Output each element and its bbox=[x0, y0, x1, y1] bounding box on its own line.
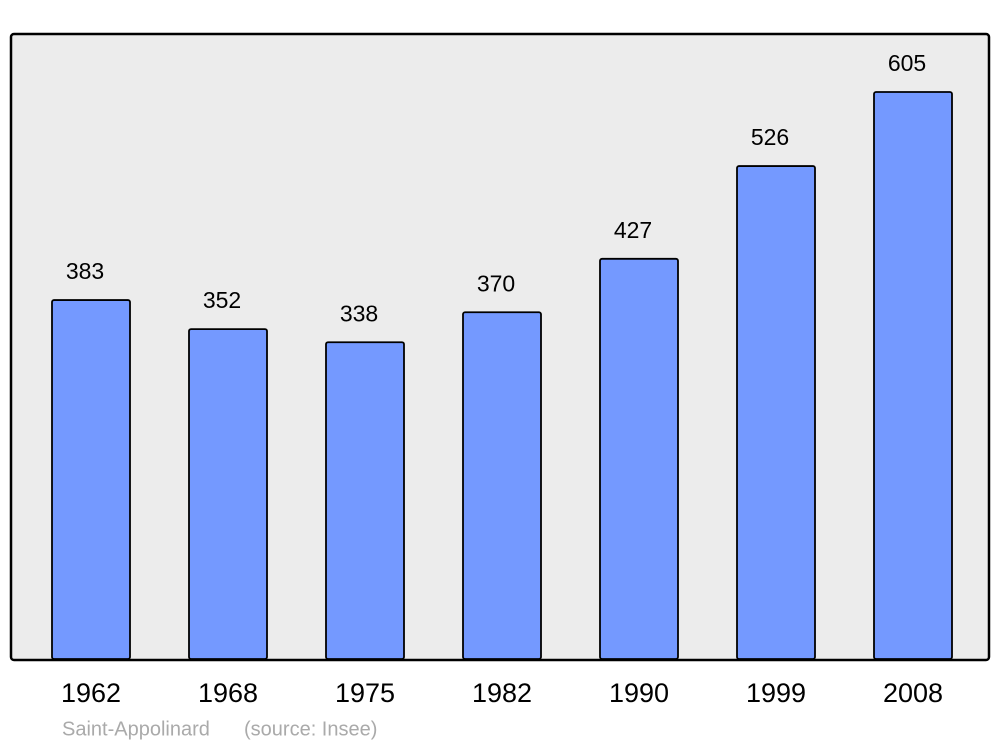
value-label: 526 bbox=[751, 124, 789, 150]
x-tick-label: 1962 bbox=[61, 678, 121, 708]
bar bbox=[325, 341, 405, 660]
x-tick-label: 1999 bbox=[746, 678, 806, 708]
bar bbox=[188, 328, 268, 660]
value-label: 383 bbox=[66, 258, 104, 284]
bar bbox=[462, 311, 542, 660]
value-label: 370 bbox=[477, 270, 515, 296]
bar bbox=[51, 299, 131, 660]
bar bbox=[873, 91, 953, 660]
value-label: 352 bbox=[203, 287, 241, 313]
x-tick-label: 2008 bbox=[883, 678, 943, 708]
x-tick-label: 1975 bbox=[335, 678, 395, 708]
bar bbox=[736, 165, 816, 660]
source-note: (source: Insee) bbox=[244, 718, 377, 740]
x-tick-label: 1982 bbox=[472, 678, 532, 708]
bar bbox=[599, 257, 679, 660]
value-label: 427 bbox=[614, 217, 652, 243]
chart-title: Saint-Appolinard bbox=[62, 718, 210, 740]
x-tick-label: 1990 bbox=[609, 678, 669, 708]
value-label: 605 bbox=[888, 50, 926, 76]
x-tick-label: 1968 bbox=[198, 678, 258, 708]
value-label: 338 bbox=[340, 300, 378, 326]
